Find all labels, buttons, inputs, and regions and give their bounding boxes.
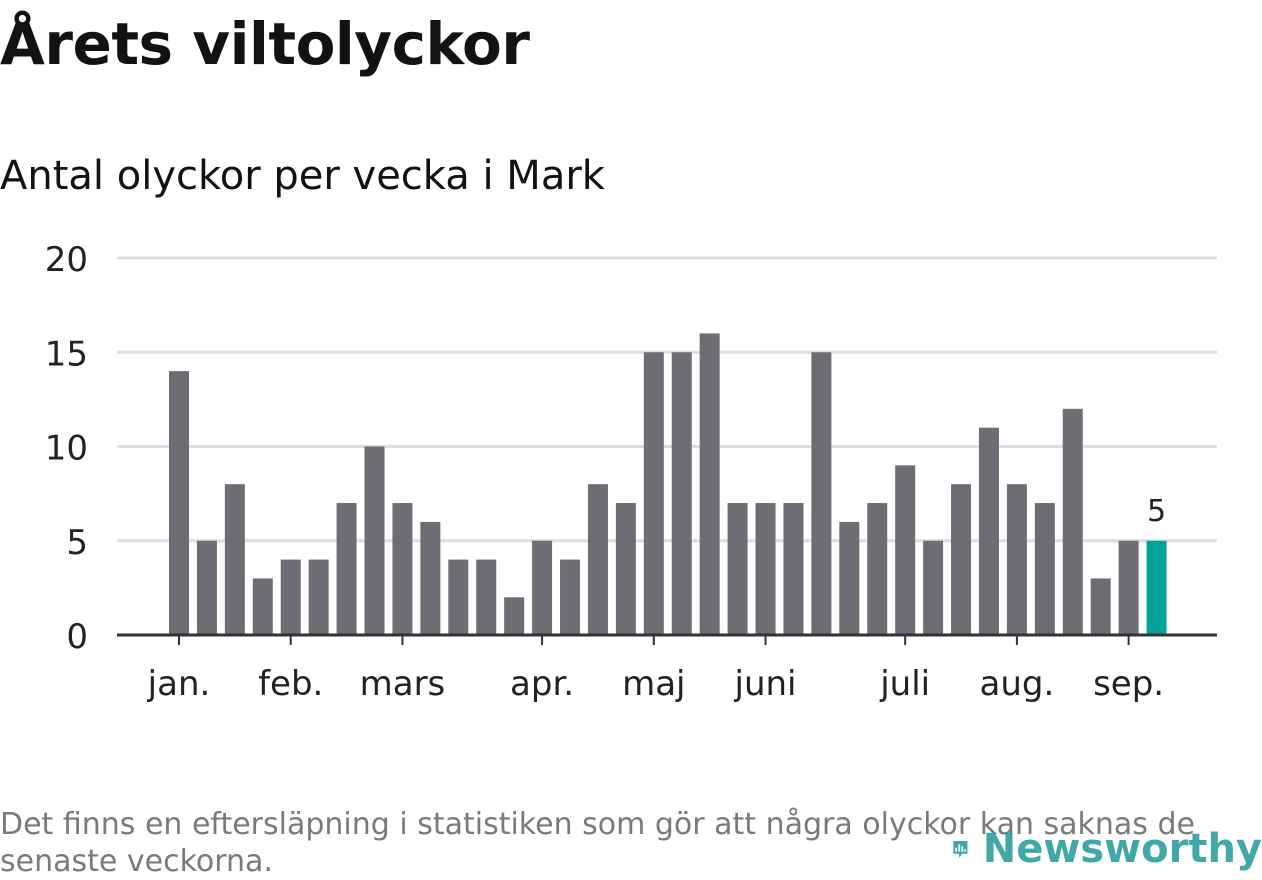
chart-title: Årets viltolyckor [0, 10, 530, 78]
bar [532, 540, 553, 635]
bar [1062, 408, 1083, 635]
bar [392, 503, 413, 635]
x-tick-label: juni [734, 664, 797, 704]
bar [252, 578, 273, 635]
x-tick-label: mars [360, 664, 446, 704]
bar [1090, 578, 1111, 635]
bar [420, 521, 441, 635]
bar [643, 352, 664, 635]
highlight-data-label: 5 [1147, 494, 1166, 529]
bar [1006, 484, 1027, 635]
bar-chart: 0 5 10 15 20 jan. feb. mars apr. maj juni juli aug.… [45, 240, 1217, 704]
bar [839, 521, 860, 635]
bars [169, 333, 1167, 635]
bar [895, 465, 916, 635]
bar [224, 484, 245, 635]
brand-name: Newsworthy [982, 825, 1262, 872]
newsworthy-logo: Newsworthy [952, 818, 1262, 879]
bar [336, 503, 357, 635]
bar-chart-icon [953, 840, 968, 858]
bar [308, 559, 329, 635]
data-labels: 5 [1147, 494, 1166, 529]
footnote: Det finns en eftersläpning i statistiken… [0, 807, 1195, 879]
x-tick-label: aug. [980, 664, 1055, 704]
bar [615, 503, 636, 635]
x-tick-label: sep. [1093, 664, 1164, 704]
bar [504, 597, 525, 635]
bar [169, 371, 189, 635]
bar [671, 352, 692, 635]
bar [196, 540, 217, 635]
bar [867, 503, 888, 635]
y-tick-label: 10 [45, 429, 88, 469]
x-tick-label: maj [622, 664, 685, 704]
y-tick-label: 5 [66, 523, 88, 563]
x-tick-label: apr. [510, 664, 574, 704]
x-axis-ticks: jan. feb. mars apr. maj juni juli aug. sep. [147, 635, 1164, 704]
bar [1034, 503, 1055, 635]
y-axis-ticks: 0 5 10 15 20 [45, 240, 88, 657]
bar [811, 352, 832, 635]
bar [476, 559, 497, 635]
bar [978, 427, 999, 635]
bar [755, 503, 776, 635]
bar [951, 484, 972, 635]
x-tick-label: juli [879, 664, 930, 704]
x-tick-label: feb. [258, 664, 323, 704]
bar [699, 333, 720, 635]
bar [1118, 540, 1139, 635]
bar [923, 540, 944, 635]
bar [727, 503, 748, 635]
bar [587, 484, 608, 635]
bar [364, 446, 385, 635]
bar [783, 503, 804, 635]
bar-highlight [1146, 540, 1167, 635]
x-tick-label: jan. [147, 664, 211, 704]
y-tick-label: 15 [45, 334, 88, 374]
gridlines [117, 256, 1217, 543]
y-tick-label: 20 [45, 240, 88, 280]
bar [280, 559, 301, 635]
bar [560, 559, 581, 635]
bar [448, 559, 469, 635]
y-tick-label: 0 [66, 617, 88, 657]
chart-subtitle: Antal olyckor per vecka i Mark [0, 153, 605, 199]
